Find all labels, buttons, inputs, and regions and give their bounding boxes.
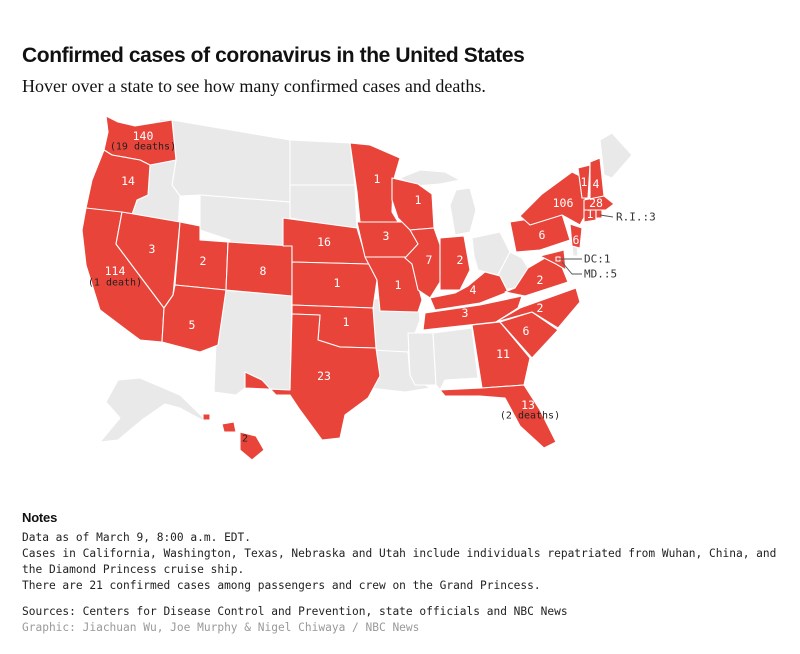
state-maryland[interactable] bbox=[539, 249, 567, 271]
notes-line-date: Data as of March 9, 8:00 a.m. EDT. bbox=[22, 531, 252, 544]
state-indiana[interactable] bbox=[439, 235, 471, 291]
label-rhode-island: R.I.:3 bbox=[616, 211, 656, 224]
state-illinois[interactable] bbox=[404, 227, 441, 299]
notes-line-repatriated: Cases in California, Washington, Texas, … bbox=[22, 547, 784, 576]
state-vermont[interactable] bbox=[577, 164, 591, 199]
state-tennessee[interactable] bbox=[422, 295, 523, 331]
state-new-hampshire[interactable] bbox=[589, 157, 605, 201]
notes-line-grand-princess: There are 21 confirmed cases among passe… bbox=[22, 579, 541, 592]
label-maryland: MD.:5 bbox=[584, 268, 617, 281]
sources-line: Sources: Centers for Disease Control and… bbox=[22, 605, 568, 618]
graphic-credit: Graphic: Jiachuan Wu, Joe Murphy & Nigel… bbox=[22, 621, 420, 634]
state-rhode-island[interactable] bbox=[595, 209, 603, 219]
state-massachusetts[interactable] bbox=[583, 195, 615, 211]
state-florida[interactable] bbox=[439, 384, 557, 449]
notes-section: Notes Data as of March 9, 8:00 a.m. EDT.… bbox=[22, 510, 782, 636]
leader-line-rhode-island bbox=[599, 214, 614, 218]
state-alaska[interactable] bbox=[99, 377, 211, 443]
state-michigan-lower[interactable] bbox=[449, 187, 477, 236]
page-subtitle: Hover over a state to see how many confi… bbox=[22, 76, 486, 96]
state-montana[interactable] bbox=[171, 119, 291, 203]
leader-line-maryland bbox=[561, 261, 582, 275]
us-map: 140 (19 deaths) 14 114 (1 death) 3 2 5 8… bbox=[81, 115, 656, 461]
state-new-jersey[interactable] bbox=[569, 223, 583, 249]
state-texas[interactable] bbox=[244, 313, 381, 441]
state-district-of-columbia[interactable] bbox=[555, 256, 561, 262]
state-colorado[interactable] bbox=[225, 241, 293, 297]
state-arizona[interactable] bbox=[161, 284, 227, 353]
state-georgia[interactable] bbox=[471, 321, 531, 389]
state-mississippi[interactable] bbox=[407, 332, 437, 386]
state-kansas[interactable] bbox=[291, 261, 378, 309]
page-title: Confirmed cases of coronavirus in the Un… bbox=[22, 44, 525, 67]
state-maine[interactable] bbox=[599, 132, 633, 179]
label-dc: DC:1 bbox=[584, 253, 611, 266]
state-new-york[interactable] bbox=[519, 171, 589, 226]
state-kentucky[interactable] bbox=[429, 271, 509, 311]
state-north-dakota[interactable] bbox=[289, 139, 356, 186]
state-minnesota[interactable] bbox=[349, 142, 401, 223]
notes-heading: Notes bbox=[22, 510, 58, 525]
state-oregon[interactable] bbox=[85, 149, 151, 221]
state-hawaii-maui[interactable] bbox=[221, 421, 237, 433]
state-hawaii-oahu[interactable] bbox=[202, 413, 211, 421]
state-alabama[interactable] bbox=[432, 327, 479, 391]
state-north-carolina[interactable] bbox=[495, 287, 581, 329]
state-hawaii-big-island[interactable] bbox=[239, 431, 265, 461]
state-connecticut[interactable] bbox=[583, 209, 597, 223]
